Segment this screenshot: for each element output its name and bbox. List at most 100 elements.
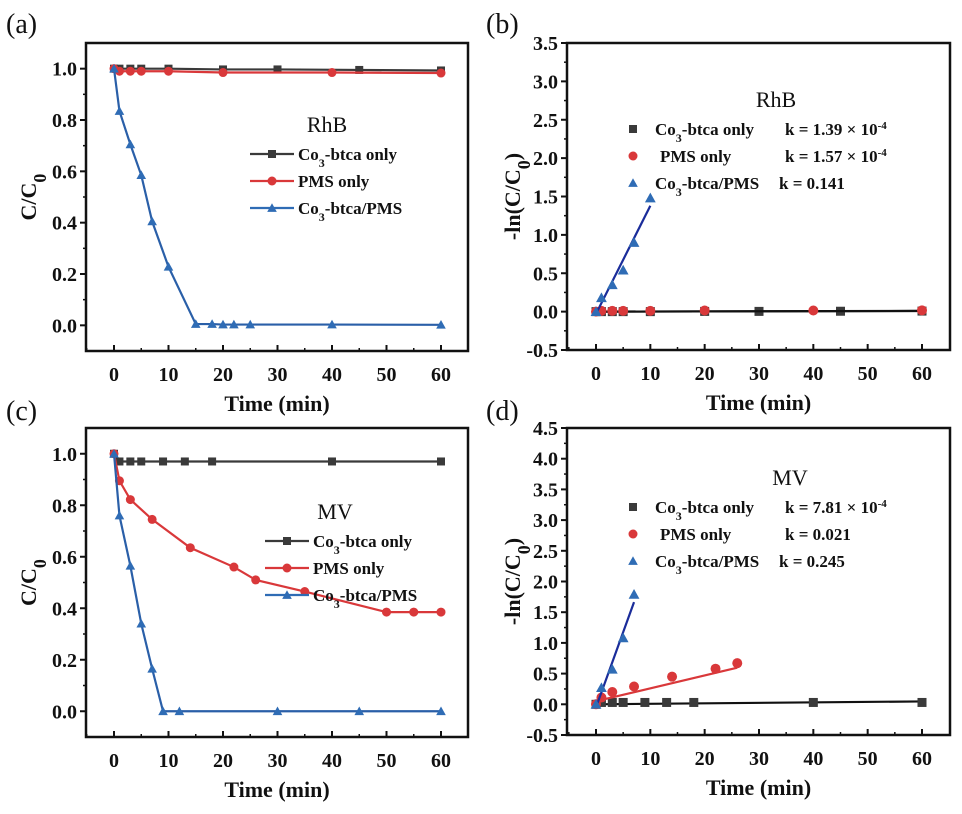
data-point — [808, 697, 818, 707]
data-point — [109, 63, 119, 73]
data-point — [607, 687, 618, 698]
data-point — [125, 560, 136, 570]
data-point — [164, 66, 173, 76]
panel-label: (a) — [6, 9, 37, 40]
data-point — [159, 457, 168, 466]
data-point — [218, 319, 228, 329]
data-point — [436, 706, 446, 716]
data-point — [147, 663, 157, 673]
y-tick-label: 0.0 — [533, 694, 558, 716]
legend-label: Co3-btca/PMS — [655, 552, 759, 577]
data-point — [606, 279, 618, 290]
legend-title: RhB — [756, 87, 796, 112]
data-point — [808, 305, 819, 316]
y-axis-title: C/C0 — [16, 559, 50, 606]
legend-k-value: k = 0.141 — [779, 174, 845, 193]
data-point — [606, 663, 618, 674]
data-point — [590, 698, 602, 709]
legend-label: Co3-btca/PMS — [313, 586, 417, 611]
data-point — [917, 305, 927, 316]
x-tick-label: 20 — [695, 363, 715, 385]
x-tick-label: 50 — [377, 364, 397, 386]
plot-frame — [84, 41, 470, 353]
data-point — [436, 68, 446, 78]
data-point — [300, 587, 310, 597]
series-line — [112, 68, 442, 326]
data-point — [618, 697, 628, 707]
data-point — [618, 305, 629, 316]
legend-marker — [629, 125, 637, 133]
fit-line — [595, 700, 923, 706]
data-point — [180, 457, 189, 466]
y-tick-label: -0.5 — [526, 340, 558, 362]
y-tick-label: 3.0 — [533, 510, 558, 532]
y-tick-label: 1.0 — [533, 633, 558, 655]
y-tick-label: 3.5 — [533, 33, 558, 55]
data-point — [207, 319, 217, 328]
x-tick-label: 40 — [803, 748, 823, 770]
data-point — [185, 543, 195, 553]
data-point — [689, 697, 699, 707]
data-point — [607, 697, 617, 707]
legend-item: Co3-btca only — [250, 145, 398, 170]
x-tick-label: 30 — [268, 750, 288, 772]
legend-label: Co3-btca/PMS — [298, 199, 402, 224]
data-point — [328, 457, 336, 466]
y-tick-label: 1.0 — [52, 444, 77, 466]
legend-k-value: k = 7.81 × 10-4 — [785, 498, 887, 517]
legend-item: Co3-btca/PMS k = 0.141 — [628, 174, 845, 199]
data-point — [607, 305, 618, 316]
x-axis-title: Time (min) — [706, 390, 811, 415]
legend-marker — [628, 151, 638, 161]
y-tick-label: 0.8 — [52, 110, 77, 132]
x-tick-label: 20 — [213, 364, 233, 386]
y-tick-label: 2.5 — [533, 541, 558, 563]
y-tick-label: 1.5 — [533, 602, 558, 624]
data-point — [114, 106, 125, 115]
legend: RhB Co3-btca only PMS only Co3-btca/PMS — [250, 112, 402, 224]
x-tick-label: 50 — [858, 363, 878, 385]
legend-marker — [282, 590, 292, 599]
x-tick-label: 60 — [912, 748, 932, 770]
data-point — [617, 264, 629, 275]
legend-label: Co3-btca only — [313, 532, 413, 557]
y-tick-label: 0.0 — [52, 701, 77, 723]
data-point — [327, 319, 337, 329]
x-tick-label: 0 — [591, 748, 601, 770]
y-tick-label: 0.0 — [533, 302, 558, 324]
legend-item: Co3-btca/PMS — [250, 199, 402, 224]
data-point — [163, 262, 174, 271]
legend-item: Co3-btca only — [265, 532, 413, 557]
y-tick-label: 4.5 — [533, 418, 558, 440]
data-point — [644, 192, 656, 203]
legend-marker — [267, 203, 277, 212]
data-point — [158, 706, 168, 716]
data-point — [125, 495, 135, 505]
x-tick-label: 0 — [591, 363, 601, 385]
data-point — [355, 65, 364, 74]
data-point — [628, 237, 640, 247]
data-point — [136, 618, 147, 628]
x-tick-label: 60 — [912, 363, 932, 385]
legend-label: Co3-btca only — [298, 145, 398, 170]
data-point — [229, 562, 239, 572]
legend-item: PMS only — [250, 172, 370, 191]
data-point — [125, 66, 135, 76]
data-point — [662, 697, 672, 707]
legend-title: RhB — [307, 112, 347, 137]
x-tick-label: 50 — [377, 750, 397, 772]
fit-line — [595, 205, 652, 315]
data-point — [409, 607, 419, 617]
legend-item: Co3-btca only k = 1.39 × 10-4 — [629, 120, 887, 145]
legend-marker — [267, 176, 277, 186]
y-tick-label: 0.6 — [52, 547, 77, 569]
y-axis-title: -ln(C/C0) — [500, 153, 534, 240]
x-tick-label: 40 — [322, 750, 342, 772]
data-point — [136, 66, 146, 76]
series-co3-btca-pms — [109, 448, 446, 716]
y-tick-label: 0.4 — [52, 213, 77, 235]
data-point — [125, 139, 136, 149]
series-co3-btca-pms — [109, 63, 446, 329]
data-point — [126, 457, 135, 466]
data-point — [617, 632, 629, 643]
